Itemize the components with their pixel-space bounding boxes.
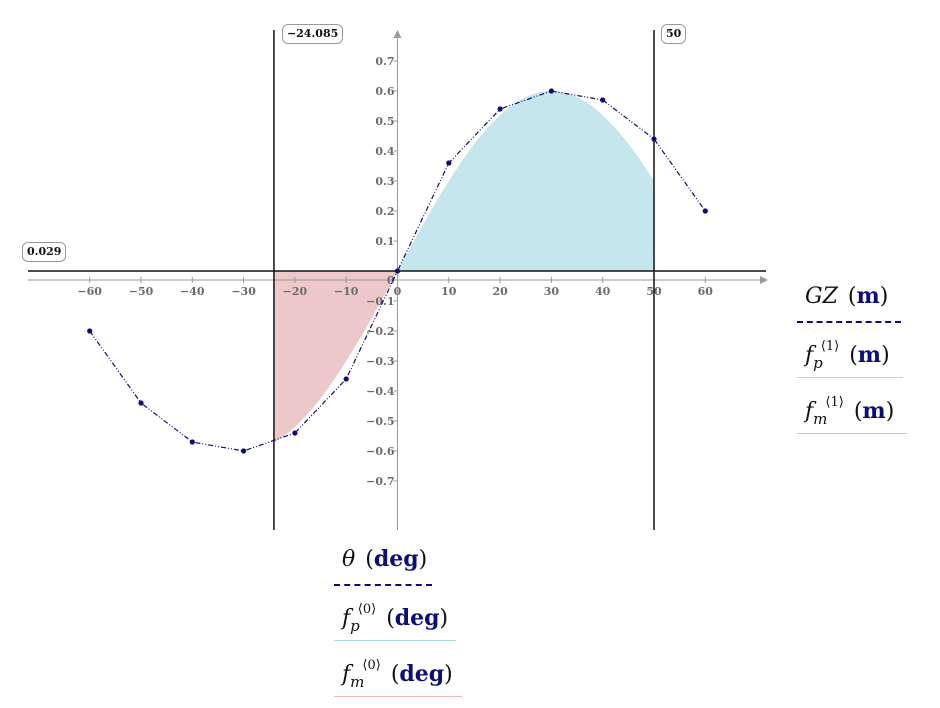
series-layer (87, 88, 708, 454)
legend-item-fp1[interactable]: fp⟨1⟩ (m) (797, 333, 909, 389)
data-point (138, 400, 144, 406)
legend-label-theta: θ (deg) (342, 546, 428, 572)
data-point (651, 136, 657, 142)
axes: −60 −50 −40 −30 −20 −10 0 10 20 30 40 50 60−0.7−0.6−… (28, 30, 768, 530)
legend-line-fp0 (334, 640, 456, 641)
legend-line-fp1 (797, 377, 903, 378)
y-axis-legend: GZ (m) fp⟨1⟩ (m) fm⟨1⟩ (m) (797, 277, 909, 445)
data-point (702, 208, 708, 214)
data-point (497, 106, 503, 112)
x-tick-label: 40 (595, 285, 611, 298)
x-tick-label: −20 (283, 285, 308, 298)
y-tick-label: 0.3 (375, 175, 394, 188)
data-point (446, 160, 452, 166)
y-tick-label: −0.4 (366, 385, 395, 398)
legend-line-fm0 (334, 696, 462, 697)
x-axis-legend: θ (deg) fp⟨0⟩ (deg) fm⟨0⟩ (deg) (334, 540, 464, 708)
y-tick-label: 0.4 (375, 145, 394, 158)
data-point (87, 328, 93, 334)
x-tick-label: −50 (129, 285, 154, 298)
data-point (241, 448, 247, 454)
x-tick-label: −10 (334, 285, 359, 298)
y-tick-label: 0.2 (375, 205, 394, 218)
x-axis-arrow (760, 276, 768, 284)
y-tick-label: 0.5 (375, 115, 394, 128)
y-tick-label: 0.1 (375, 235, 394, 248)
legend-item-fm0[interactable]: fm⟨0⟩ (deg) (334, 652, 464, 708)
data-point (343, 376, 349, 382)
x-tick-label: 10 (441, 285, 457, 298)
data-point (189, 439, 195, 445)
legend-line-gz (797, 321, 901, 323)
vline-right-label[interactable]: 50 (661, 24, 687, 44)
y-tick-label: −0.5 (366, 415, 394, 428)
y-tick-label: −0.3 (366, 355, 394, 368)
legend-line-fm1 (797, 433, 907, 434)
hline-label[interactable]: 0.029 (22, 242, 67, 262)
legend-label-fp0: fp⟨0⟩ (deg) (342, 602, 449, 635)
y-tick-label: −0.6 (366, 445, 395, 458)
legend-label-gz: GZ (m) (805, 283, 889, 309)
x-tick-label: −40 (180, 285, 205, 298)
y-tick-label: 0.6 (375, 85, 394, 98)
legend-label-fp1: fp⟨1⟩ (m) (805, 339, 890, 372)
y-tick-label: −0.1 (366, 295, 394, 308)
data-point (394, 268, 401, 274)
x-tick-label: 20 (492, 285, 508, 298)
vline-left-label[interactable]: −24.085 (281, 24, 344, 44)
y-tick-label: −0.7 (366, 475, 394, 488)
data-point (548, 88, 555, 94)
fill-f_p (397, 91, 654, 271)
legend-label-fm1: fm⟨1⟩ (m) (805, 395, 895, 428)
y-tick-label: 0.7 (375, 55, 394, 68)
fill-f_m (273, 271, 398, 443)
legend-item-fp0[interactable]: fp⟨0⟩ (deg) (334, 596, 464, 652)
x-tick-label: −30 (231, 285, 256, 298)
data-point (292, 430, 298, 436)
y-axis-arrow (393, 30, 402, 38)
legend-line-theta (334, 584, 432, 586)
x-tick-label: 0 (394, 285, 402, 298)
y-tick-label: 0 (387, 274, 395, 287)
x-tick-label: 30 (544, 285, 560, 298)
data-point (600, 97, 606, 103)
y-tick-label: −0.2 (366, 325, 394, 338)
fill-areas (273, 91, 654, 443)
legend-item-gz[interactable]: GZ (m) (797, 277, 909, 333)
legend-label-fm0: fm⟨0⟩ (deg) (342, 658, 453, 691)
legend-item-theta[interactable]: θ (deg) (334, 540, 464, 596)
x-tick-label: 60 (698, 285, 714, 298)
x-tick-label: −60 (77, 285, 102, 298)
legend-item-fm1[interactable]: fm⟨1⟩ (m) (797, 389, 909, 445)
